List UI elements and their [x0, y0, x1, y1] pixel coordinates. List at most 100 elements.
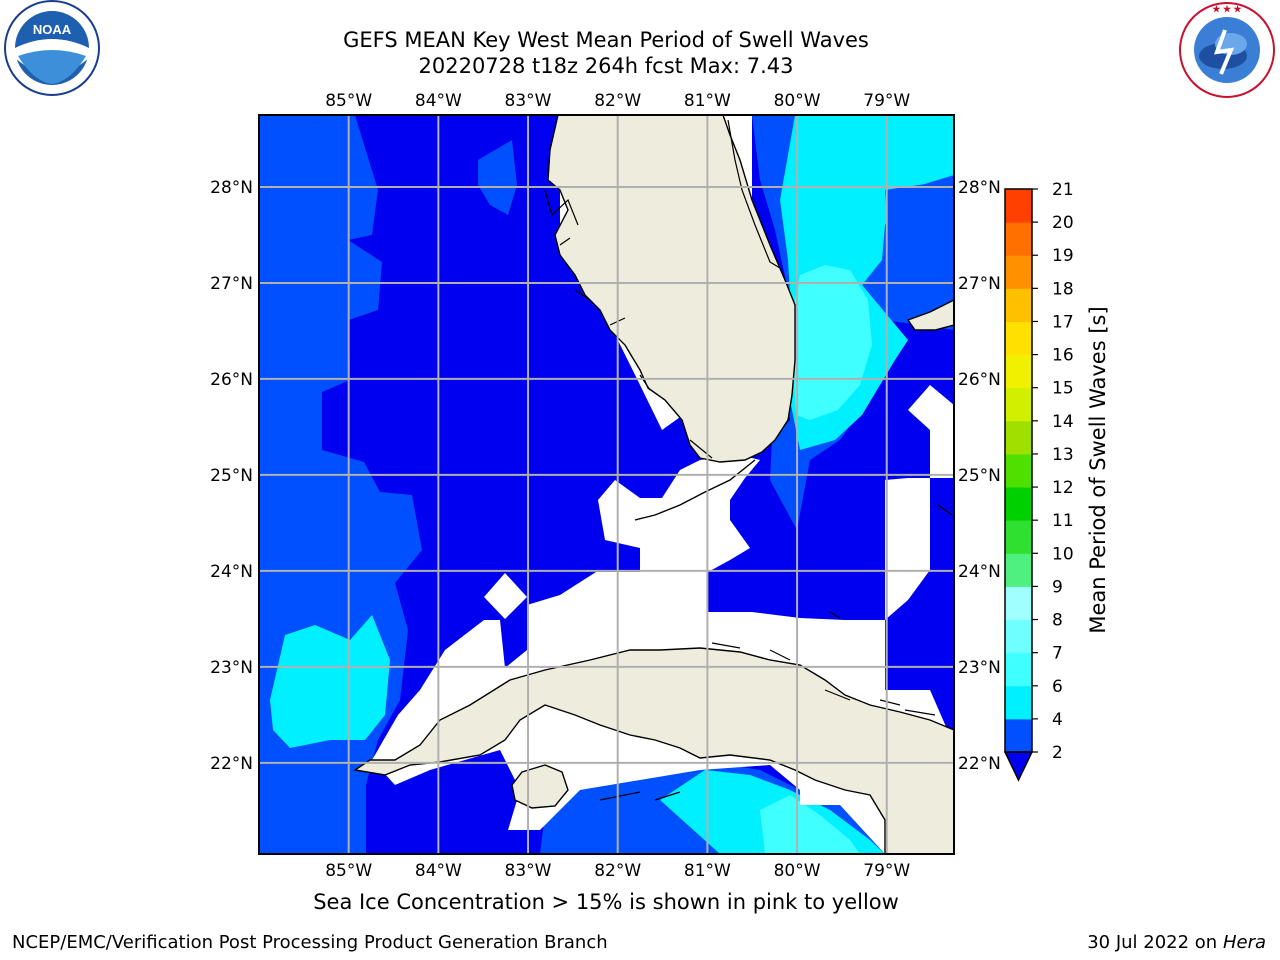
- colorbar-segment: [1005, 354, 1032, 389]
- lat-label-left: 28°N: [210, 178, 253, 198]
- colorbar: 2 4 6 7 8 9 10 11 12 13 14 15 16 17 18 19 20 21: [1003, 180, 1074, 782]
- date-host-line: 30 Jul 2022 on Hera: [1087, 932, 1266, 953]
- lon-label-bottom: 79°W: [863, 861, 910, 881]
- date-text: 30 Jul 2022 on: [1087, 932, 1223, 953]
- lon-label-top: 79°W: [863, 91, 910, 111]
- colorbar-segment: [1005, 586, 1032, 621]
- colorbar-segment: [1005, 288, 1032, 322]
- host-name: Hera: [1222, 932, 1266, 953]
- land-cuba-cays: [599, 504, 953, 801]
- colorbar-segment: [1005, 718, 1032, 753]
- lon-label-bottom: 82°W: [594, 861, 641, 881]
- colorbar-segment: [1005, 553, 1032, 587]
- colorbar-segment: [1005, 222, 1032, 256]
- noaa-logo: NOAA: [4, 0, 100, 96]
- mask-east-bahamas: [908, 385, 954, 478]
- colorbar-extend-min: [1003, 751, 1034, 782]
- colorbar-segment: [1005, 255, 1032, 289]
- lat-label-right: 23°N: [958, 658, 1001, 678]
- noaa-logo-text: NOAA: [33, 22, 72, 37]
- lon-labels-bottom: 85°W 84°W 83°W 82°W 81°W 80°W 79°W: [325, 861, 910, 881]
- lon-label-top: 80°W: [774, 91, 821, 111]
- lon-label-top: 85°W: [325, 91, 372, 111]
- lon-label-top: 81°W: [684, 91, 731, 111]
- lat-label-right: 24°N: [958, 562, 1001, 582]
- colorbar-segment: [1005, 453, 1032, 488]
- lat-label-right: 28°N: [958, 178, 1001, 198]
- lon-label-bottom: 80°W: [774, 861, 821, 881]
- mask-diamond: [484, 573, 527, 619]
- lon-label-bottom: 84°W: [415, 861, 462, 881]
- colorbar-tick-label: 16: [1052, 346, 1074, 366]
- lon-label-top: 82°W: [594, 91, 641, 111]
- land-isle-of-youth: [511, 764, 569, 809]
- colorbar-segment: [1005, 387, 1032, 422]
- colorbar-tick-label: 7: [1052, 644, 1063, 664]
- colorbar-tick-label: 12: [1052, 478, 1074, 498]
- colorbar-segment: [1005, 487, 1032, 521]
- colorbar-tick-label: 8: [1052, 611, 1063, 631]
- lon-label-top: 84°W: [415, 91, 462, 111]
- colorbar-frame: [1004, 188, 1033, 753]
- colorbar-tick-label: 20: [1052, 213, 1074, 233]
- field-2-4-east-notch: [885, 180, 954, 250]
- colorbar-segment: [1005, 619, 1032, 654]
- colorbar-tick-label: 18: [1052, 279, 1074, 299]
- colorbar-segment: [1005, 520, 1032, 554]
- colorbar-label: Mean Period of Swell Waves [s]: [1086, 306, 1110, 634]
- colorbar-segment: [1005, 189, 1032, 223]
- colorbar-tick-label: 19: [1052, 246, 1074, 266]
- land-florida: [547, 115, 796, 463]
- colorbar-segment: [1005, 685, 1032, 720]
- colorbar-tick-label: 2: [1052, 743, 1063, 763]
- field-2-4-blob: [478, 140, 517, 215]
- colorbar-tick-label: 6: [1052, 677, 1063, 697]
- lon-labels-top: 85°W 84°W 83°W 82°W 81°W 80°W 79°W: [325, 91, 910, 111]
- land-cuba: [353, 647, 954, 854]
- sea-ice-footnote: Sea Ice Concentration > 15% is shown in …: [313, 890, 899, 914]
- field-6-7-south: [760, 795, 860, 854]
- mask-florida-west: [372, 115, 954, 854]
- map-plot-area: [259, 115, 954, 854]
- lat-label-right: 26°N: [958, 370, 1001, 390]
- lat-label-right: 22°N: [958, 754, 1001, 774]
- lat-labels-right: 28°N 27°N 26°N 25°N 24°N 23°N 22°N: [958, 178, 1001, 774]
- lon-label-bottom: 81°W: [684, 861, 731, 881]
- colorbar-tick-label: 13: [1052, 445, 1074, 465]
- map-subtitle: 20220728 t18z 264h fcst Max: 7.43: [418, 54, 794, 78]
- graticule: [259, 115, 954, 854]
- svg-text:★ ★ ★: ★ ★ ★: [1212, 4, 1242, 14]
- lat-label-right: 25°N: [958, 466, 1001, 486]
- colorbar-tick-label: 9: [1052, 577, 1063, 597]
- nws-logo: ★ ★ ★: [1179, 2, 1275, 98]
- land-florida-east-detail: [727, 119, 781, 269]
- field-6-7-east: [793, 265, 872, 420]
- colorbar-segment: [1005, 652, 1032, 687]
- land-florida-keys: [634, 459, 756, 521]
- map-frame: [258, 114, 955, 855]
- lat-label-left: 25°N: [210, 466, 253, 486]
- lat-label-left: 26°N: [210, 370, 253, 390]
- field-4-6-west: [270, 615, 390, 748]
- colorbar-tick-label: 10: [1052, 544, 1074, 564]
- lat-labels-left: 28°N 27°N 26°N 25°N 24°N 23°N 22°N: [210, 178, 253, 774]
- colorbar-tick-label: 21: [1052, 180, 1074, 200]
- map-title: GEFS MEAN Key West Mean Period of Swell …: [343, 28, 869, 52]
- colorbar-tick-label: 15: [1052, 379, 1074, 399]
- colorbar-tick-label: 17: [1052, 312, 1074, 332]
- colorbar-tick-label: 11: [1052, 511, 1074, 531]
- colorbar-segment: [1005, 420, 1032, 455]
- lat-label-left: 22°N: [210, 754, 253, 774]
- lat-label-right: 27°N: [958, 274, 1001, 294]
- lon-label-top: 83°W: [505, 91, 552, 111]
- colorbar-tick-label: 14: [1052, 412, 1074, 432]
- lon-label-bottom: 85°W: [325, 861, 372, 881]
- lon-label-bottom: 83°W: [505, 861, 552, 881]
- land-bahamas: [906, 299, 954, 331]
- lat-label-left: 27°N: [210, 274, 253, 294]
- colorbar-segment: [1005, 321, 1032, 356]
- lat-label-left: 23°N: [210, 658, 253, 678]
- credit-line: NCEP/EMC/Verification Post Processing Pr…: [12, 932, 608, 953]
- colorbar-tick-label: 4: [1052, 710, 1063, 730]
